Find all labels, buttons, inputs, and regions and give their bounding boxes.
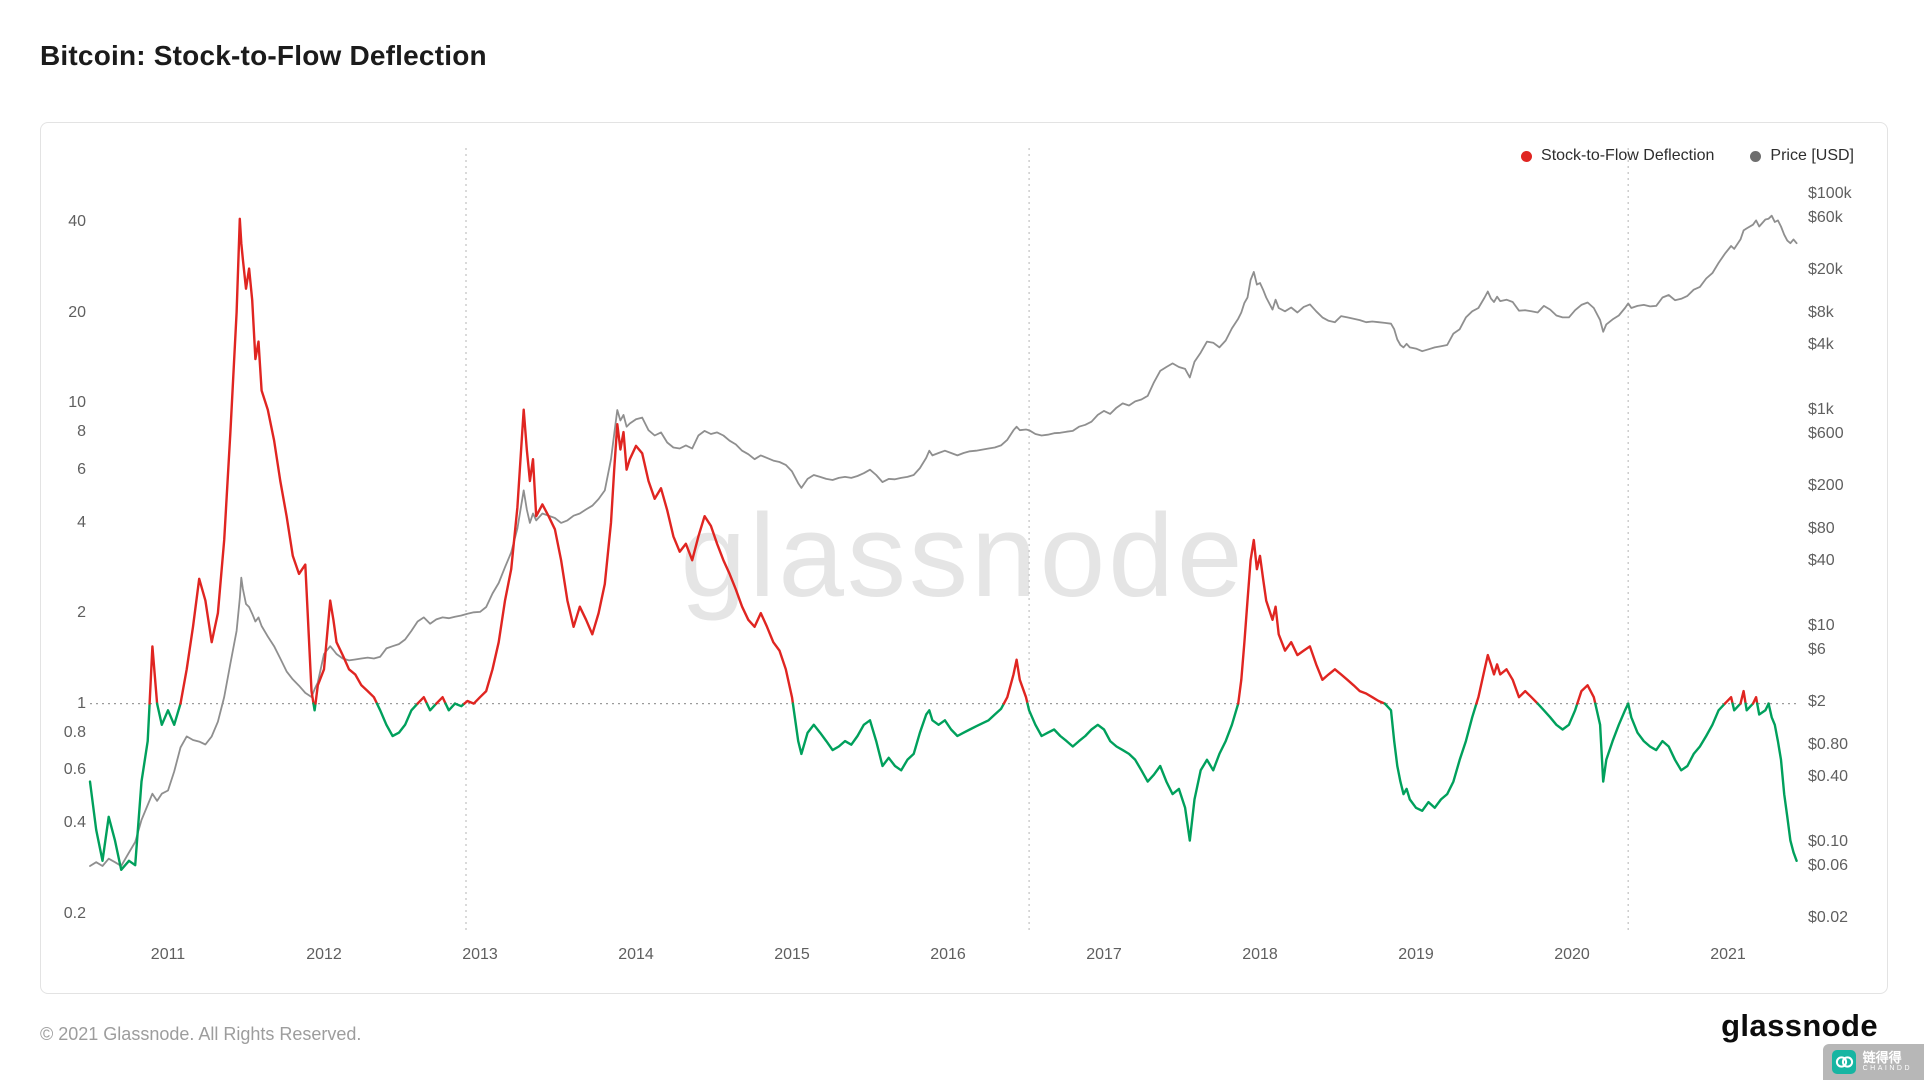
- s2f-deflection-segment: [148, 645, 159, 705]
- s2f-deflection-segment: [1767, 702, 1798, 862]
- legend-item-price[interactable]: Price [USD]: [1750, 147, 1854, 165]
- s2f-deflection-segment: [314, 599, 379, 705]
- s2f-deflection-segment: [1723, 696, 1734, 705]
- s2f-deflection-segment: [375, 702, 419, 738]
- page-title: Bitcoin: Stock-to-Flow Deflection: [40, 40, 487, 71]
- legend-label-s2f: Stock-to-Flow Deflection: [1541, 147, 1715, 164]
- s2f-deflection-segment: [1739, 689, 1747, 705]
- s2f-deflection-segment: [1475, 653, 1539, 705]
- glassnode-logo: glassnode: [1721, 1008, 1878, 1043]
- chart-legend: Stock-to-Flow Deflection Price [USD]: [1521, 147, 1854, 165]
- s2f-deflection-segment: [416, 696, 429, 705]
- s2f-deflection-segment: [1744, 702, 1755, 712]
- glassnode-watermark: glassnode: [680, 490, 1246, 622]
- s2f-deflection-segment: [1751, 696, 1759, 705]
- s2f-deflection-segment: [453, 702, 466, 708]
- s2f-deflection-segment: [444, 702, 457, 712]
- chaindd-badge-text: 链得得 CHAINDD: [1862, 1049, 1912, 1074]
- s2f-deflection-segment: [1576, 684, 1597, 705]
- s2f-deflection-segment: [1755, 702, 1770, 716]
- s2f-legend-dot-icon: [1521, 150, 1533, 162]
- chaindd-icon: [1831, 1050, 1856, 1074]
- chart-card: [40, 122, 1888, 994]
- s2f-deflection-segment: [1002, 658, 1029, 705]
- s2f-deflection-segment: [463, 408, 795, 705]
- s2f-deflection-segment: [1026, 702, 1240, 842]
- chaindd-badge-cn: 链得得: [1862, 1049, 1902, 1065]
- s2f-deflection-segment: [1536, 702, 1579, 731]
- price-legend-dot-icon: [1750, 150, 1762, 162]
- s2f-deflection-segment: [312, 702, 317, 712]
- s2f-deflection-segment: [88, 702, 151, 871]
- s2f-deflection-segment: [435, 696, 447, 705]
- chaindd-badge: 链得得 CHAINDD: [1822, 1044, 1924, 1080]
- s2f-deflection-segment: [155, 702, 182, 726]
- s2f-deflection-segment: [1594, 702, 1630, 783]
- s2f-deflection-segment: [1731, 702, 1742, 712]
- s2f-deflection-segment: [425, 702, 438, 712]
- legend-label-price: Price [USD]: [1770, 147, 1854, 164]
- price-line: [89, 214, 1798, 867]
- s2f-deflection-segment: [1626, 702, 1727, 772]
- s2f-deflection-segment: [179, 217, 315, 705]
- legend-item-s2f-deflection[interactable]: Stock-to-Flow Deflection: [1521, 147, 1714, 165]
- chaindd-badge-en: CHAINDD: [1862, 1065, 1912, 1073]
- copyright-text: © 2021 Glassnode. All Rights Reserved.: [40, 1024, 362, 1044]
- s2f-deflection-segment: [1236, 538, 1387, 705]
- s2f-deflection-segment: [1383, 702, 1478, 812]
- s2f-deflection-segment: [791, 702, 1006, 772]
